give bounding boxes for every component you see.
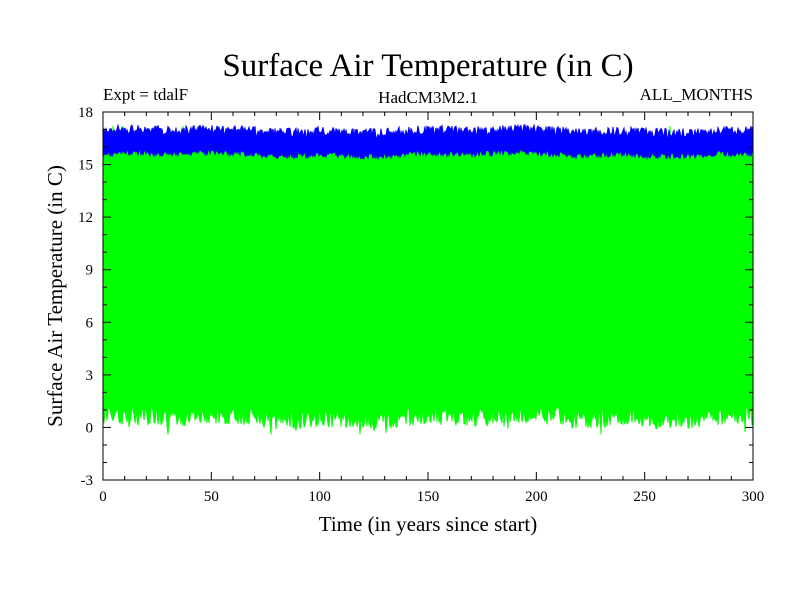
- y-tick-label: -3: [81, 473, 94, 489]
- chart-subtitle-center: HadCM3M2.1: [378, 88, 478, 107]
- y-tick-label: 12: [78, 210, 93, 226]
- ticks-layer: -3 0 3 6 9 12 15 18 0 50 100 150 200 250 300: [78, 105, 764, 505]
- y-tick-label: 3: [86, 368, 94, 384]
- y-tick-label: 0: [86, 420, 94, 436]
- y-tick-label: 18: [78, 105, 93, 121]
- x-tick-label: 0: [99, 489, 107, 505]
- x-tick-label: 150: [417, 489, 440, 505]
- y-axis-label: Surface Air Temperature (in C): [43, 165, 67, 427]
- x-tick-label: 300: [742, 489, 765, 505]
- series-layer: [102, 123, 754, 435]
- x-axis-label: Time (in years since start): [319, 512, 538, 536]
- x-tick-label: 50: [204, 489, 219, 505]
- y-tick-label: 6: [86, 315, 94, 331]
- x-tick-label: 250: [633, 489, 656, 505]
- x-tick-label: 200: [525, 489, 548, 505]
- chart-subtitle-right: ALL_MONTHS: [640, 85, 753, 104]
- chart-title: Surface Air Temperature (in C): [222, 48, 633, 84]
- series-green-area: [102, 125, 754, 435]
- y-tick-label: 15: [78, 158, 93, 174]
- y-tick-label: 9: [86, 263, 94, 279]
- x-tick-label: 100: [308, 489, 331, 505]
- chart-subtitle-left: Expt = tdalF: [103, 85, 188, 104]
